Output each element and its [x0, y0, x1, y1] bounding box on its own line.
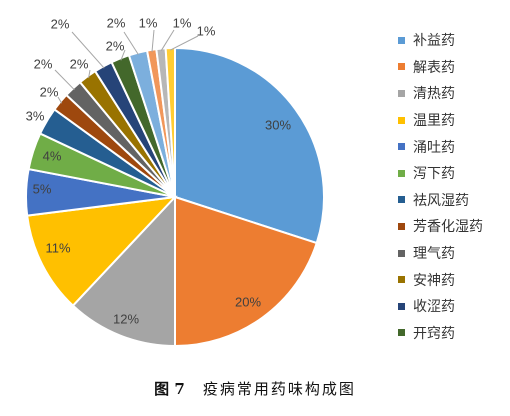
pie-slice: [26, 195, 178, 308]
leader-line: [71, 31, 105, 69]
data-label: 4%: [43, 148, 62, 163]
legend-label: 祛风湿药: [413, 192, 469, 209]
legend-label: 开窍药: [413, 325, 455, 342]
legend-label: 补益药: [413, 33, 455, 50]
data-label: 11%: [45, 240, 70, 255]
legend-item: 安神药: [398, 266, 506, 293]
leader-line: [151, 29, 155, 52]
data-label: 2%: [106, 38, 125, 53]
legend-swatch: [398, 276, 405, 284]
pie-slice: [174, 46, 325, 245]
data-label: 30%: [265, 117, 291, 132]
data-label: 1%: [173, 15, 192, 30]
figure-number: 图 7: [154, 380, 185, 398]
legend-item: 收涩药: [398, 293, 506, 320]
legend-swatch: [398, 116, 405, 124]
legend-swatch: [398, 143, 405, 151]
leader-line: [57, 96, 63, 104]
data-label: 12%: [113, 311, 139, 326]
legend-label: 解表药: [413, 59, 455, 76]
legend-item: 解表药: [398, 54, 506, 81]
legend-label: 芳香化湿药: [413, 219, 483, 236]
leader-line: [88, 69, 91, 79]
legend-swatch: [398, 63, 405, 71]
data-labels: 30% 20% 12% 11% 5% 4% 3% 2% 2% 2% 2% 2% 2% 1% 1% 1%: [26, 15, 292, 326]
legend-label: 收涩药: [413, 299, 455, 316]
data-label: 2%: [107, 15, 126, 30]
data-label: 1%: [139, 15, 158, 30]
legend-item: 理气药: [398, 240, 506, 267]
legend-label: 清热药: [413, 86, 455, 103]
legend-swatch: [398, 36, 405, 44]
legend-swatch: [398, 196, 405, 204]
pie-slice: [71, 194, 176, 348]
leader-lines: [54, 29, 199, 104]
legend-swatch: [398, 302, 405, 310]
data-label: 20%: [235, 294, 261, 309]
legend-label: 安神药: [413, 272, 455, 289]
leader-line: [54, 69, 75, 91]
legend-swatch: [398, 249, 405, 257]
legend-item: 涌吐药: [398, 133, 506, 160]
legend-item: 补益药: [398, 27, 506, 54]
pie-slice: [174, 195, 318, 348]
legend-swatch: [398, 329, 405, 337]
data-label: 5%: [33, 181, 52, 196]
legend-swatch: [398, 222, 405, 230]
legend-swatch: [398, 89, 405, 97]
legend-label: 涌吐药: [413, 139, 455, 156]
leader-line: [160, 29, 175, 51]
legend-label: 温里药: [413, 113, 455, 130]
data-label: 2%: [40, 84, 59, 99]
data-label: 3%: [26, 108, 45, 123]
leader-line: [170, 35, 199, 51]
legend-item: 泻下药: [398, 160, 506, 187]
legend-item: 芳香化湿药: [398, 213, 506, 240]
legend-item: 温里药: [398, 107, 506, 134]
data-label: 1%: [197, 23, 216, 38]
pie-slices: [24, 46, 325, 348]
legend-item: 清热药: [398, 80, 506, 107]
chart-legend: 补益药解表药清热药温里药涌吐药泻下药祛风湿药芳香化湿药理气药安神药收涩药开窍药: [398, 27, 506, 346]
leader-line: [123, 31, 139, 55]
legend-item: 开窍药: [398, 320, 506, 347]
legend-label: 泻下药: [413, 166, 455, 183]
legend-swatch: [398, 169, 405, 177]
data-label: 2%: [34, 56, 53, 71]
legend-label: 理气药: [413, 246, 455, 263]
data-label: 2%: [70, 56, 89, 71]
data-label: 2%: [51, 16, 70, 31]
legend-item: 祛风湿药: [398, 187, 506, 214]
figure-caption: 图 7 疫病常用药味构成图: [0, 378, 510, 399]
figure-title: 疫病常用药味构成图: [202, 380, 356, 398]
leader-line: [120, 49, 126, 61]
